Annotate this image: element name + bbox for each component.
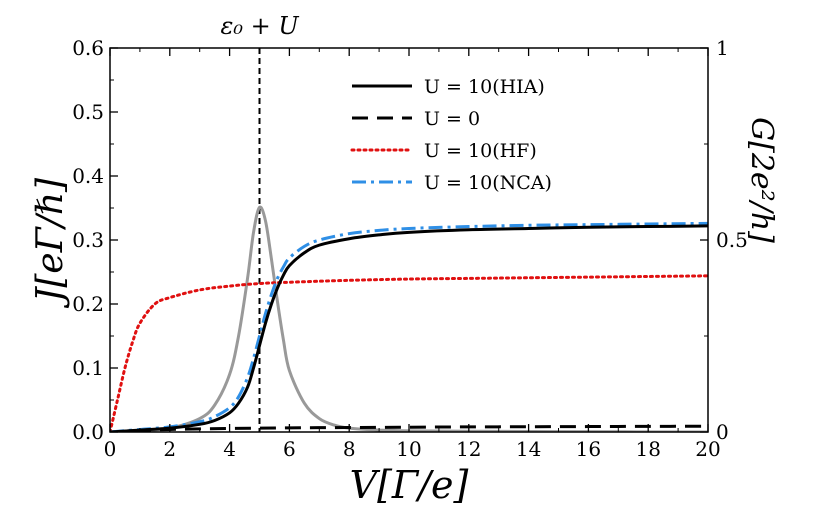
x-tick-label: 16: [576, 437, 601, 461]
y-right-tick-label: 0.5: [716, 228, 748, 252]
y-left-axis-label: J[eΓ/ℏ]: [30, 177, 71, 309]
x-tick-label: 2: [163, 437, 176, 461]
series-line-4: [110, 205, 708, 432]
plot-frame-rect: [109, 47, 709, 433]
x-tick-label: 0: [104, 437, 117, 461]
annotation-label: ε₀ + U: [220, 12, 299, 40]
y-right-tick-label: 1: [716, 36, 729, 60]
x-tick-label: 4: [223, 437, 236, 461]
plot-lines: [110, 48, 708, 432]
y-left-tick-label: 0.5: [72, 100, 104, 124]
series-line-1: [110, 424, 708, 432]
x-tick-label: 12: [456, 437, 481, 461]
y-right-tick-label: 0: [716, 420, 729, 444]
y-left-tick-label: 0.2: [72, 292, 104, 316]
legend-label-0: U = 10(HIA): [424, 76, 545, 98]
x-tick-label: 18: [635, 437, 660, 461]
y-right-axis-label: G[2e²/h]: [744, 117, 779, 243]
x-tick-label: 20: [695, 437, 720, 461]
y-left-tick-label: 0.1: [72, 356, 104, 380]
x-tick-label: 6: [283, 437, 296, 461]
legend-label-3: U = 10(NCA): [424, 172, 552, 194]
y-left-tick-label: 0.0: [72, 420, 104, 444]
y-left-tick-label: 0.4: [72, 164, 104, 188]
plot-text: 0 2 4 6 8 10 12 14 16 18 20 0.0 0.1 0.2 0.3 0.4 0.5 0.6 0 0…: [30, 12, 779, 507]
plot-frame: [109, 47, 709, 433]
x-tick-label: 14: [516, 437, 541, 461]
legend: U = 10(HIA) U = 0 U = 10(HF) U = 10(NCA): [350, 76, 552, 194]
series-line-3: [110, 221, 708, 432]
series-line-0: [110, 224, 708, 432]
x-tick-label: 8: [343, 437, 356, 461]
legend-label-2: U = 10(HF): [424, 140, 537, 162]
y-left-tick-label: 0.3: [72, 228, 104, 252]
x-tick-label: 10: [396, 437, 421, 461]
x-axis-label: V[Γ/e]: [350, 463, 469, 507]
legend-label-1: U = 0: [424, 108, 480, 130]
series-line-2: [110, 274, 708, 432]
y-left-tick-label: 0.6: [72, 36, 104, 60]
